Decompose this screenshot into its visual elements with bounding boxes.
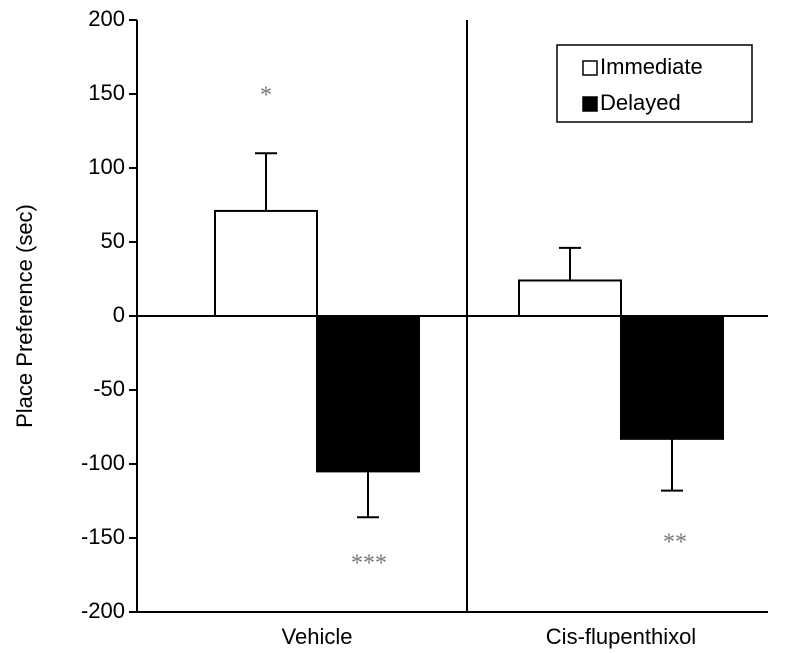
legend-swatch <box>582 96 598 112</box>
legend-label: Delayed <box>600 90 681 115</box>
bar <box>620 315 724 440</box>
y-tick-label: -200 <box>81 598 125 623</box>
bar <box>518 279 622 318</box>
y-tick-label: -100 <box>81 450 125 475</box>
y-tick-label: 150 <box>88 80 125 105</box>
error-bar <box>559 246 581 281</box>
x-tick-label: Vehicle <box>282 624 353 649</box>
annotation: * <box>260 83 272 109</box>
error-bar <box>661 438 683 492</box>
error-bar <box>357 471 379 519</box>
y-tick-label: 50 <box>101 228 125 253</box>
error-bar <box>255 152 277 211</box>
bar <box>214 209 318 317</box>
annotation: *** <box>351 551 387 577</box>
x-tick-label: Cis-flupenthixol <box>546 624 696 649</box>
y-tick-label: 100 <box>88 154 125 179</box>
legend-label: Immediate <box>600 54 703 79</box>
bar <box>316 315 420 473</box>
y-tick-label: -150 <box>81 524 125 549</box>
y-axis-label: Place Preference (sec) <box>12 204 37 428</box>
legend-swatch <box>582 60 598 76</box>
y-tick-label: 0 <box>113 302 125 327</box>
y-tick-label: 200 <box>88 6 125 31</box>
annotation: ** <box>663 530 687 556</box>
y-tick-label: -50 <box>93 376 125 401</box>
